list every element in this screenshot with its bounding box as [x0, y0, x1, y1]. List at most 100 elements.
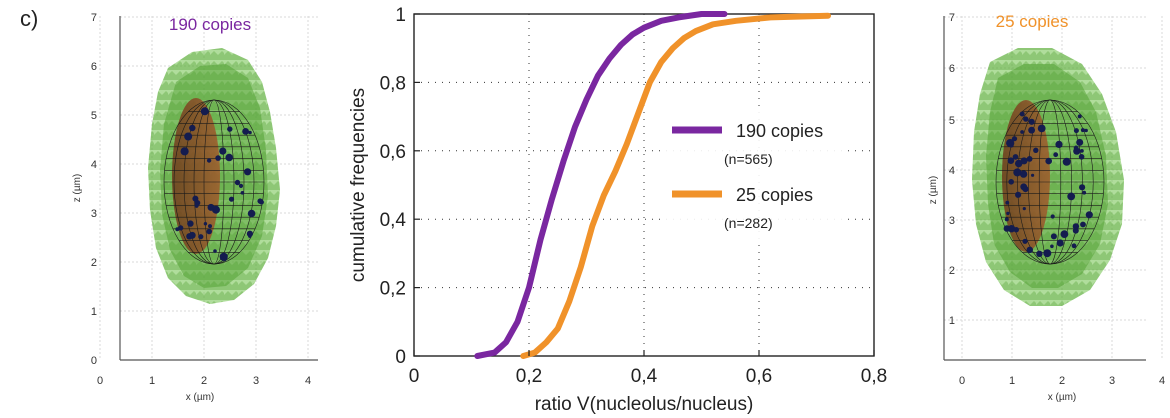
right-spot: [1020, 157, 1028, 165]
cdf-ytick-label: 0,4: [380, 210, 407, 231]
left-xtick-label: 0: [97, 375, 103, 387]
left-xtick-label: 1: [149, 375, 155, 387]
left-spot: [244, 168, 252, 176]
left-xtick-label: 3: [253, 375, 259, 387]
cdf-ytick-label: 0,2: [380, 279, 406, 300]
left-spot: [238, 183, 244, 188]
right-spot: [1005, 200, 1010, 205]
left-spot: [203, 222, 208, 226]
right-spot: [1031, 173, 1035, 177]
right-spot: [1043, 249, 1052, 258]
right-spot: [1077, 114, 1082, 119]
right-spot: [1022, 207, 1026, 211]
cdf-xtick-label: 0,6: [746, 366, 772, 387]
left-nucleolus: [172, 98, 220, 254]
right-spot: [1028, 118, 1035, 125]
right-xtick-label: 3: [1109, 375, 1115, 387]
right-spot: [1080, 128, 1085, 133]
right-ytick-label: 7: [949, 12, 955, 24]
left-spot: [215, 155, 221, 161]
left-ytick-label: 5: [91, 110, 97, 122]
left-spot: [184, 132, 193, 141]
left-spot: [194, 203, 199, 208]
cdf-series-line-0: [474, 11, 728, 359]
cdf-xtick-label: 0,2: [516, 366, 542, 387]
left-spot: [206, 228, 212, 235]
right-3d-plot: 25 copies z (µm) x (µm) 1 2 3 4 5 6 7 0 1 2 3 4: [928, 12, 1165, 403]
right-spot: [1022, 238, 1028, 244]
right-spot: [1056, 239, 1064, 247]
left-spot: [219, 147, 227, 155]
left-ylabel: z (µm): [72, 174, 83, 203]
right-spot: [1011, 136, 1018, 142]
left-spot: [222, 257, 227, 262]
right-xtick-label: 1: [1009, 375, 1015, 387]
right-spot: [1019, 170, 1028, 178]
cdf-ytick-label: 1: [395, 5, 406, 26]
right-spot: [1053, 152, 1059, 158]
left-spot: [178, 225, 184, 231]
right-spot: [1023, 116, 1029, 122]
right-ytick-label: 3: [949, 215, 955, 227]
left-ytick-label: 0: [91, 355, 97, 367]
right-ytick-label: 4: [949, 165, 955, 177]
right-spot: [1076, 138, 1084, 146]
right-spot: [1020, 130, 1024, 134]
cdf-y-ticks: 0 0,2 0,4 0,6 0,8 1: [380, 5, 420, 368]
cdf-grid: [414, 14, 874, 356]
left-xtick-label: 4: [305, 375, 311, 387]
left-spot: [247, 209, 256, 218]
right-spot: [1060, 230, 1069, 239]
left-plot-title: 190 copies: [169, 15, 251, 34]
right-x-ticks: 0 1 2 3 4: [959, 375, 1165, 387]
right-spot: [1026, 156, 1033, 162]
right-spot: [1079, 184, 1086, 191]
right-spot: [1050, 244, 1054, 249]
left-spot: [242, 127, 250, 135]
right-spot: [1045, 157, 1052, 165]
right-spot: [1078, 154, 1085, 160]
legend-n-25: (n=282): [724, 215, 773, 231]
right-spot: [1085, 211, 1093, 219]
left-spot: [225, 153, 233, 162]
left-spot: [192, 195, 199, 202]
right-spot: [1022, 186, 1029, 193]
right-ytick-label: 6: [949, 63, 955, 75]
right-spot: [1071, 243, 1077, 249]
right-spot: [1080, 221, 1086, 228]
cdf-series: [474, 11, 831, 359]
legend-n-190: (n=565): [724, 151, 773, 167]
left-y-ticks: 0 1 2 3 4 5 6 7: [91, 12, 97, 367]
right-spot: [1055, 140, 1063, 148]
panel-label: c): [20, 6, 39, 31]
cdf-ytick-label: 0,6: [380, 142, 406, 163]
right-spot: [1019, 111, 1025, 117]
left-ytick-label: 6: [91, 61, 97, 73]
right-spot: [1006, 211, 1010, 216]
right-spot: [1028, 126, 1035, 134]
right-spot: [1073, 128, 1079, 134]
legend-bg: [664, 112, 844, 244]
left-spot: [188, 231, 196, 239]
cdf-x-ticks: 0 0,2 0,4 0,6 0,8: [409, 350, 887, 387]
left-spot: [206, 158, 212, 163]
left-ytick-label: 1: [91, 306, 97, 318]
left-spot: [213, 249, 217, 253]
right-spot: [1080, 149, 1084, 153]
left-spot: [246, 230, 253, 237]
right-spot: [1015, 159, 1023, 168]
cdf-xlabel: ratio V(nucleolus/nucleus): [535, 394, 754, 415]
left-x-ticks: 0 1 2 3 4: [97, 375, 311, 387]
left-spot: [208, 224, 212, 229]
right-ytick-label: 5: [949, 115, 955, 127]
right-ylabel: z (µm): [928, 176, 939, 205]
left-spot: [227, 126, 233, 132]
cdf-chart: 0 0,2 0,4 0,6 0,8 1 0 0,2 0,4 0,6 0,8 cumulative …: [348, 5, 887, 415]
legend-label-25: 25 copies: [736, 185, 813, 205]
left-spot: [228, 196, 235, 202]
right-spot: [1082, 190, 1087, 195]
left-3d-plot: 190 copies z (µm) x (µm) 0 1 2 3 4 5 6 7 0 1 2 3 4: [72, 12, 318, 403]
right-xlabel: x (µm): [1048, 392, 1077, 403]
left-spot: [180, 147, 189, 156]
cdf-series-line-1: [520, 12, 831, 359]
